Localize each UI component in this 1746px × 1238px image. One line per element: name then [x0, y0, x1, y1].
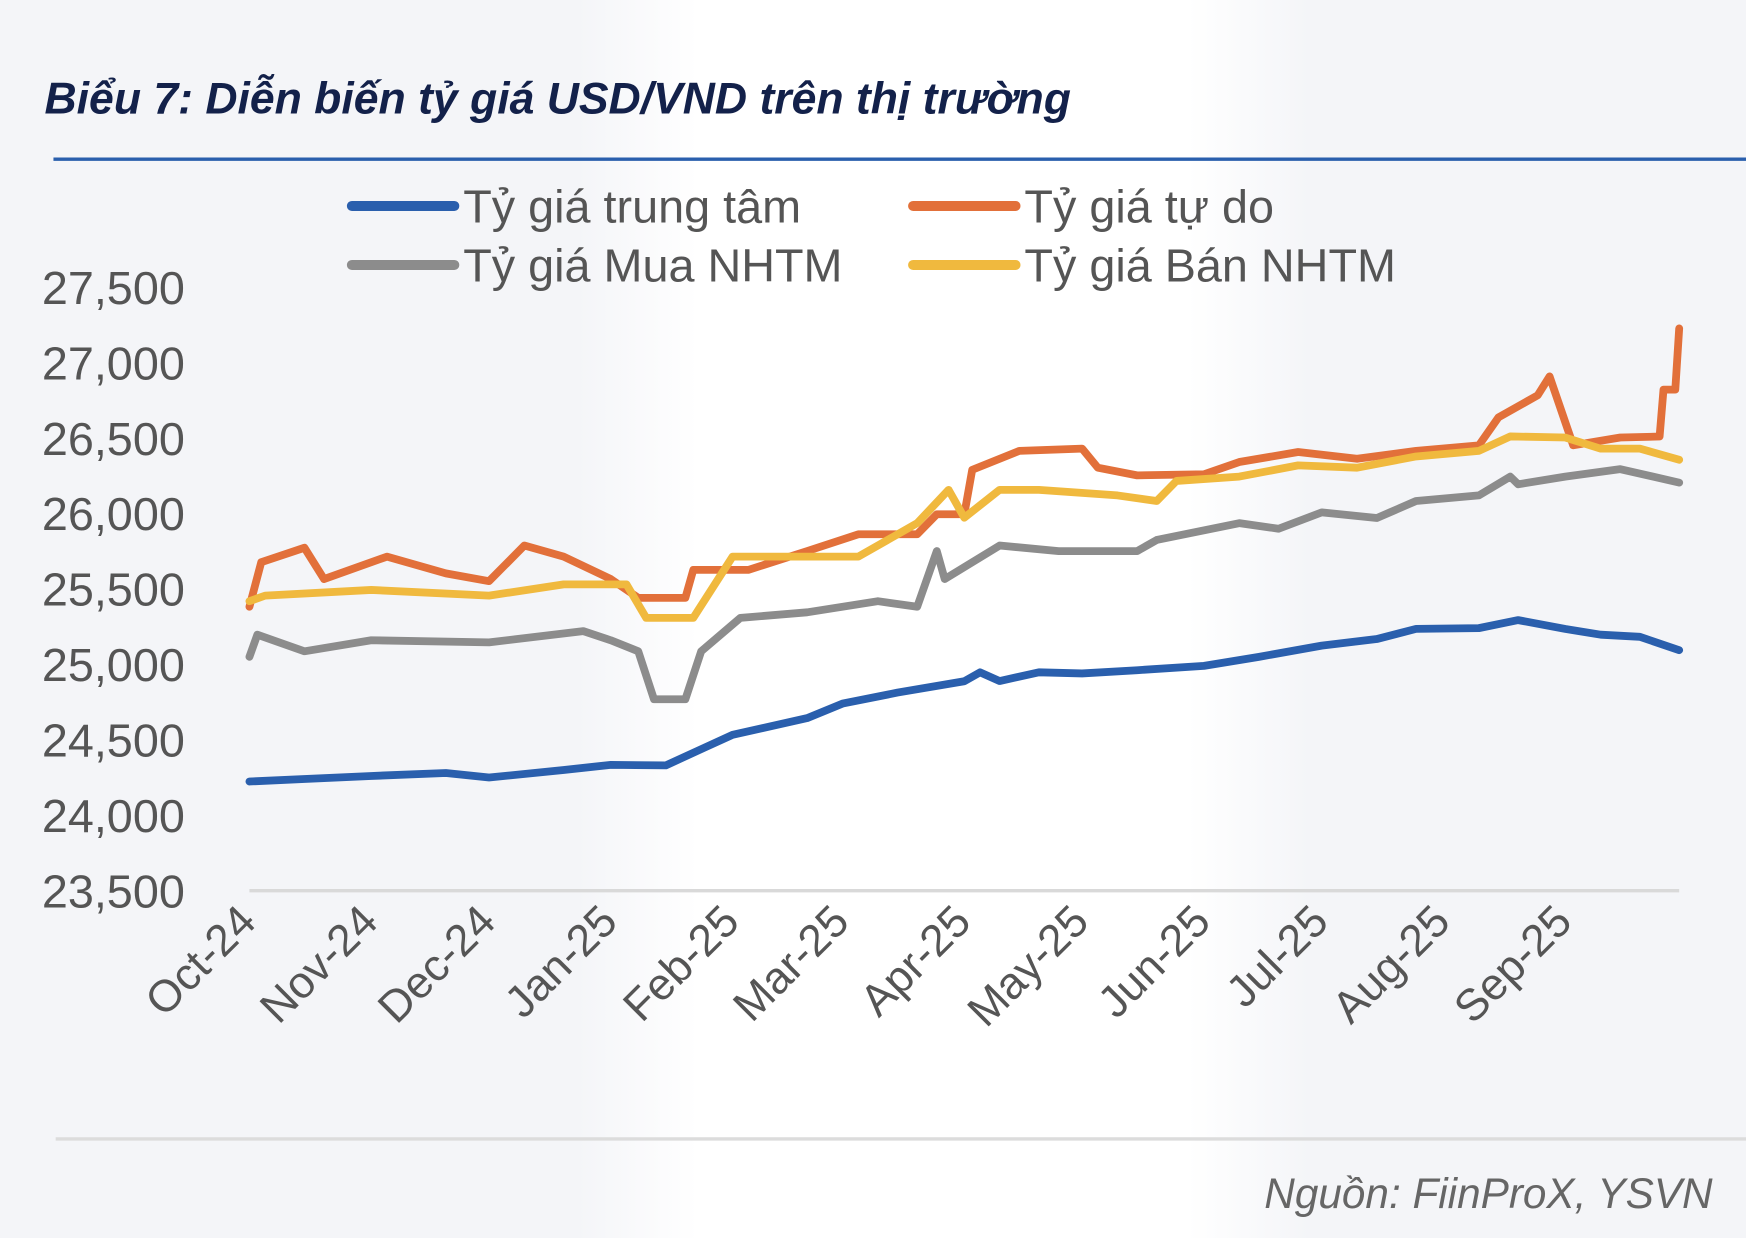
y-axis: 23,500 24,000 24,500 25,000 25,500 26,000 26,5… — [42, 262, 185, 917]
y-tick-label: 26,500 — [42, 413, 185, 465]
source-note: Nguồn: FiinProX, YSVN — [1264, 1170, 1713, 1217]
y-tick-label: 24,000 — [42, 790, 185, 842]
y-tick-label: 26,000 — [42, 488, 185, 540]
x-tick-label: Jan-25 — [496, 896, 627, 1027]
legend: Tỷ giá trung tâm Tỷ giá tự do Tỷ giá Mua N… — [346, 181, 1396, 292]
y-tick-label: 23,500 — [42, 865, 185, 917]
x-tick-label: Mar-25 — [724, 896, 858, 1030]
series-line-4 — [245, 432, 1684, 622]
y-tick-label: 24,500 — [42, 714, 185, 766]
x-tick-label: May-25 — [959, 896, 1099, 1036]
y-tick-label: 25,000 — [42, 639, 185, 691]
legend-label: Tỷ giá Bán NHTM — [1024, 240, 1396, 292]
x-tick-label: Aug-25 — [1323, 896, 1459, 1032]
series-line-2 — [245, 324, 1684, 611]
x-tick-label: Sep-25 — [1445, 896, 1581, 1032]
y-tick-label: 27,000 — [42, 337, 185, 389]
x-tick-label: Jul-25 — [1217, 896, 1337, 1016]
legend-label: Tỷ giá tự do — [1024, 181, 1274, 233]
legend-label: Tỷ giá trung tâm — [463, 181, 801, 233]
chart-title: Biểu 7: Diễn biến tỷ giá USD/VND trên th… — [45, 74, 1071, 124]
y-tick-label: 27,500 — [42, 262, 185, 314]
series-line-1 — [245, 616, 1684, 786]
x-tick-label: Dec-24 — [369, 896, 505, 1032]
y-tick-label: 25,500 — [42, 564, 185, 616]
series-line-3 — [245, 465, 1684, 704]
x-tick-label: Jun-25 — [1089, 896, 1220, 1027]
x-axis: Oct-24Nov-24Dec-24Jan-25Feb-25Mar-25Apr-… — [136, 896, 1581, 1036]
x-tick-label: Nov-24 — [251, 896, 387, 1032]
x-tick-label: Feb-25 — [614, 896, 748, 1030]
legend-label: Tỷ giá Mua NHTM — [463, 240, 842, 292]
x-tick-label: Apr-25 — [851, 896, 980, 1025]
series-group — [245, 324, 1684, 786]
